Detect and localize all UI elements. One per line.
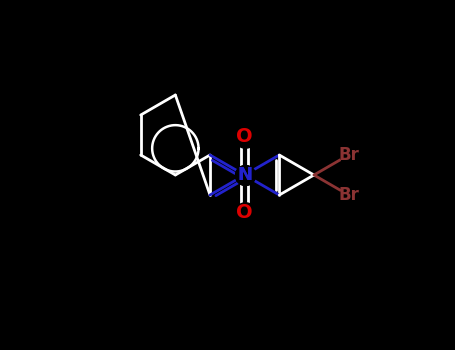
Text: Br: Br	[338, 146, 359, 164]
Text: N: N	[237, 166, 252, 184]
Text: N: N	[237, 166, 252, 184]
Text: Br: Br	[338, 186, 359, 204]
Text: O: O	[236, 127, 253, 147]
Text: O: O	[236, 203, 253, 223]
